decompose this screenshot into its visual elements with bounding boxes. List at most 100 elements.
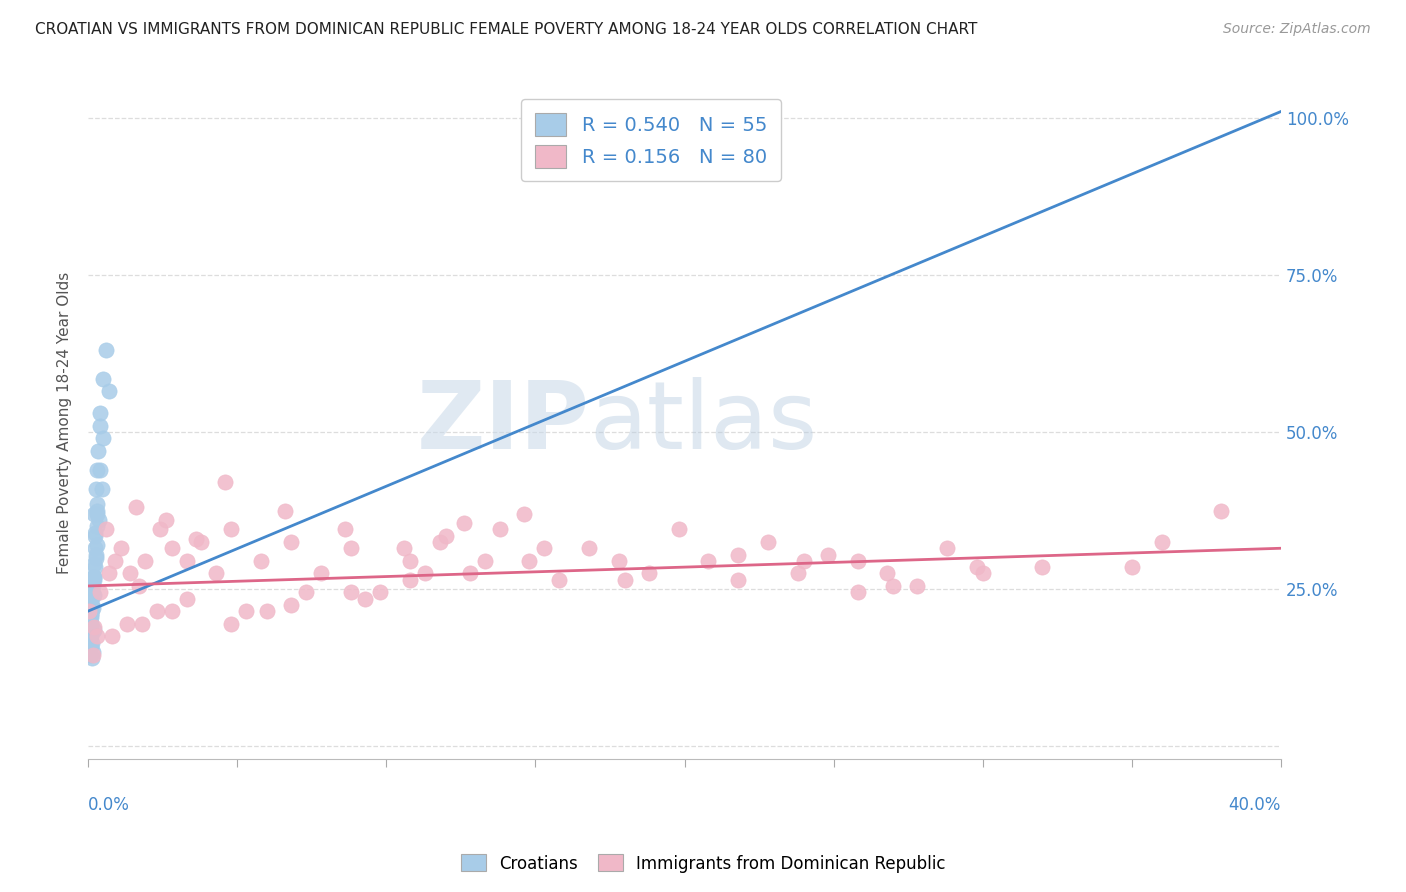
Point <box>176 591 198 606</box>
Point <box>80 635 103 649</box>
Point <box>79 632 101 647</box>
Point <box>86 538 108 552</box>
Point <box>86 519 108 533</box>
Point <box>972 566 994 581</box>
Point <box>83 573 105 587</box>
Point <box>399 573 422 587</box>
Point <box>429 535 451 549</box>
Point <box>160 541 183 556</box>
Point <box>84 529 107 543</box>
Point <box>155 513 177 527</box>
Point <box>83 620 105 634</box>
Point <box>488 523 510 537</box>
Legend: Croatians, Immigrants from Dominican Republic: Croatians, Immigrants from Dominican Rep… <box>454 847 952 880</box>
Text: atlas: atlas <box>589 376 817 468</box>
Point <box>84 550 107 565</box>
Text: Source: ZipAtlas.com: Source: ZipAtlas.com <box>1223 22 1371 37</box>
Point <box>94 523 117 537</box>
Point <box>697 554 720 568</box>
Point <box>80 616 103 631</box>
Point <box>80 629 103 643</box>
Point <box>115 616 138 631</box>
Point <box>79 623 101 637</box>
Point <box>578 541 600 556</box>
Point <box>846 585 869 599</box>
Point <box>1150 535 1173 549</box>
Point <box>91 371 114 385</box>
Point <box>89 406 111 420</box>
Point <box>882 579 904 593</box>
Point <box>876 566 898 581</box>
Point <box>274 503 297 517</box>
Point <box>86 463 108 477</box>
Point <box>413 566 436 581</box>
Point <box>1211 503 1233 517</box>
Point <box>89 585 111 599</box>
Point <box>84 548 107 562</box>
Point <box>280 535 302 549</box>
Point <box>613 573 636 587</box>
Point <box>637 566 659 581</box>
Point <box>83 569 105 583</box>
Point <box>79 604 101 618</box>
Point <box>966 560 988 574</box>
Point <box>221 523 243 537</box>
Point <box>86 507 108 521</box>
Point <box>235 604 257 618</box>
Point <box>86 443 108 458</box>
Point <box>512 507 534 521</box>
Point <box>846 554 869 568</box>
Point <box>80 616 103 631</box>
Point <box>333 523 356 537</box>
Point <box>128 579 150 593</box>
Point <box>399 554 422 568</box>
Point <box>86 497 108 511</box>
Point <box>79 610 101 624</box>
Point <box>83 557 105 571</box>
Point <box>176 554 198 568</box>
Point <box>87 513 110 527</box>
Point <box>83 525 105 540</box>
Point <box>817 548 839 562</box>
Point <box>79 639 101 653</box>
Point <box>474 554 496 568</box>
Point <box>80 585 103 599</box>
Point <box>134 554 156 568</box>
Point <box>533 541 555 556</box>
Point <box>354 591 377 606</box>
Point <box>453 516 475 530</box>
Point <box>83 541 105 556</box>
Point <box>80 604 103 618</box>
Point <box>83 588 105 602</box>
Point <box>80 607 103 622</box>
Point <box>250 554 273 568</box>
Legend: R = 0.540   N = 55, R = 0.156   N = 80: R = 0.540 N = 55, R = 0.156 N = 80 <box>522 99 780 181</box>
Point <box>84 482 107 496</box>
Point <box>90 482 112 496</box>
Point <box>280 598 302 612</box>
Point <box>295 585 318 599</box>
Point <box>394 541 416 556</box>
Point <box>458 566 481 581</box>
Point <box>98 384 121 399</box>
Point <box>727 573 749 587</box>
Point <box>89 418 111 433</box>
Point <box>1031 560 1053 574</box>
Point <box>339 541 361 556</box>
Point <box>756 535 779 549</box>
Point <box>80 651 103 665</box>
Point <box>214 475 236 490</box>
Point <box>936 541 959 556</box>
Point <box>82 601 104 615</box>
Point <box>668 523 690 537</box>
Point <box>86 629 108 643</box>
Point <box>110 541 132 556</box>
Point <box>82 648 104 662</box>
Point <box>80 607 103 622</box>
Point <box>786 566 808 581</box>
Point <box>160 604 183 618</box>
Point <box>104 554 127 568</box>
Point <box>125 500 148 515</box>
Point <box>190 535 212 549</box>
Point <box>82 579 104 593</box>
